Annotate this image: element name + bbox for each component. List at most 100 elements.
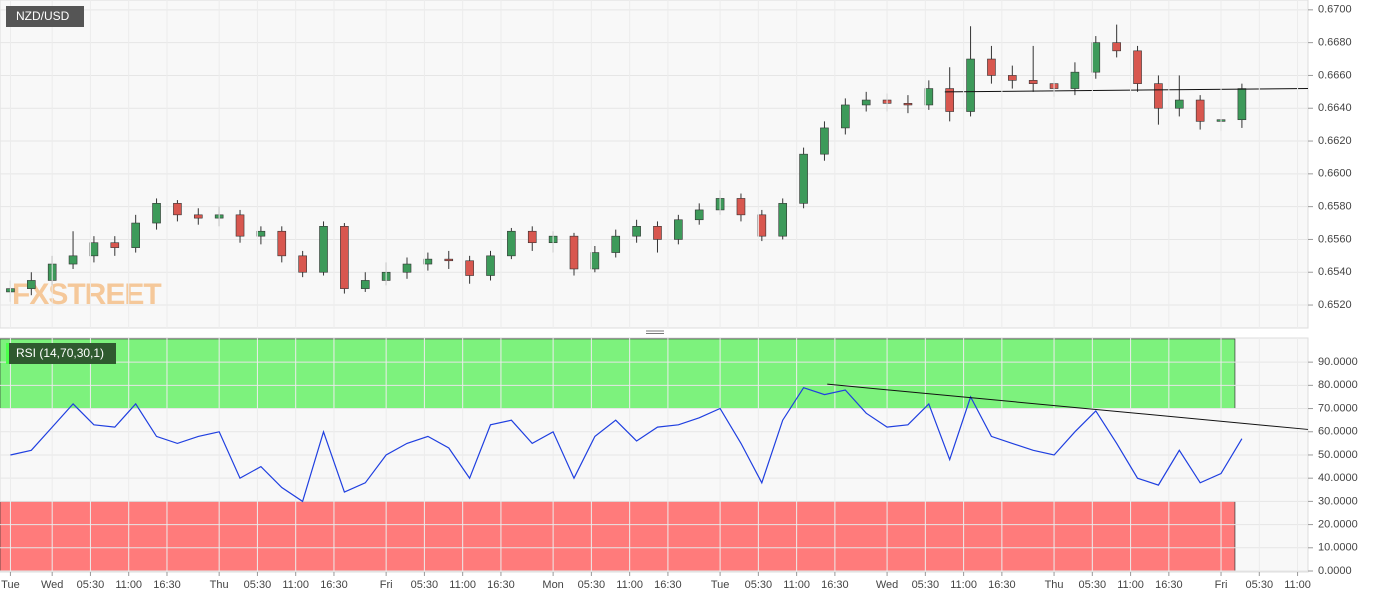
candle-body <box>277 230 287 257</box>
y-tick-label: 0.6600 <box>1318 168 1352 180</box>
x-tick-label: 05:30 <box>1246 579 1274 591</box>
y-tick-label: 0.6560 <box>1318 233 1352 245</box>
candle-body <box>1028 80 1038 84</box>
candle-body <box>590 252 600 270</box>
x-tick-label: 11:00 <box>115 579 142 591</box>
price-label: NZD/USD <box>6 6 84 27</box>
y-tick-label: 30.0000 <box>1318 495 1358 507</box>
x-tick-label: 05:30 <box>77 579 105 591</box>
candle-body <box>924 88 934 106</box>
candle-body <box>903 103 913 106</box>
candle-body <box>611 235 621 253</box>
zone-band <box>0 338 1236 409</box>
plot-layer: 0.6520 0.6540 0.6560 0.6580 0.6600 0.6620 0.66… <box>0 0 1358 591</box>
y-tick-label: 10.0000 <box>1318 542 1358 554</box>
price-panel <box>0 0 1309 329</box>
x-tick-label: 16:30 <box>1155 579 1183 591</box>
candle-body <box>1070 71 1080 89</box>
candle-body <box>319 226 328 273</box>
candle-body <box>360 280 370 289</box>
candle-body <box>1112 42 1121 52</box>
candle-body <box>778 203 788 237</box>
candle-body <box>486 255 495 276</box>
candle-body <box>527 230 537 244</box>
watermark: FXSTREET <box>12 278 161 311</box>
x-tick-label: 16:30 <box>821 579 849 591</box>
x-tick-label: 11:00 <box>282 579 309 591</box>
x-tick-label: Tue <box>711 579 730 591</box>
candle-body <box>632 226 641 237</box>
candle-body <box>193 214 203 219</box>
x-tick-label: 05:30 <box>1079 579 1107 591</box>
candle-body <box>131 222 140 248</box>
candle-body <box>27 280 36 289</box>
candle-body <box>89 242 99 257</box>
x-tick-label: 11:00 <box>1117 579 1144 591</box>
y-tick-label: 70.0000 <box>1318 402 1358 414</box>
x-tick-label: 16:30 <box>320 579 348 591</box>
y-tick-label: 50.0000 <box>1318 449 1358 461</box>
candle-body <box>402 263 412 273</box>
y-tick-label: 0.6640 <box>1318 102 1352 114</box>
y-tick-label: 0.0000 <box>1318 565 1352 577</box>
x-tick-label: Wed <box>876 579 898 591</box>
candle-body <box>966 58 975 112</box>
candle-body <box>444 258 454 262</box>
candle-body <box>1195 99 1205 122</box>
candle-body <box>945 88 954 112</box>
x-tick-label: 05:30 <box>745 579 773 591</box>
x-tick-label: 16:30 <box>153 579 181 591</box>
candle-body <box>1133 50 1142 84</box>
y-tick-label: 20.0000 <box>1318 518 1358 530</box>
x-tick-label: 05:30 <box>578 579 606 591</box>
candle-body <box>757 214 767 237</box>
rsi-label: RSI (14,70,30,1) <box>6 343 116 364</box>
x-tick-label: 11:00 <box>616 579 643 591</box>
x-tick-label: 16:30 <box>654 579 682 591</box>
candle-body <box>465 260 474 276</box>
zone-band <box>0 501 1236 572</box>
x-tick-label: Wed <box>41 579 63 591</box>
x-tick-label: 11:00 <box>783 579 810 591</box>
rsi-title: RSI (14,70,30,1) <box>16 346 104 360</box>
x-tick-label: 16:30 <box>988 579 1016 591</box>
candle-body <box>736 198 746 216</box>
x-tick-label: Thu <box>1045 579 1064 591</box>
candle-body <box>68 255 78 265</box>
x-tick-label: 11:00 <box>1284 579 1311 591</box>
y-tick-label: 80.0000 <box>1318 379 1358 391</box>
x-tick-label: Thu <box>210 579 229 591</box>
x-tick-label: Fri <box>380 579 393 591</box>
price-title: NZD/USD <box>16 9 70 23</box>
candle-body <box>694 209 704 221</box>
candle-body <box>1091 42 1101 73</box>
y-tick-label: 60.0000 <box>1318 426 1358 438</box>
candle-body <box>423 258 433 265</box>
rsi-line <box>10 386 1243 503</box>
x-tick-label: 16:30 <box>487 579 515 591</box>
y-tick-label: 0.6700 <box>1318 4 1352 16</box>
x-tick-label: Mon <box>542 579 563 591</box>
x-tick-label: 05:30 <box>411 579 439 591</box>
candle-body <box>1237 88 1247 121</box>
candle-body <box>256 230 266 237</box>
y-tick-label: 0.6580 <box>1318 201 1352 213</box>
candle-body <box>861 99 871 106</box>
candle-body <box>987 58 996 76</box>
x-tick-label: 05:30 <box>912 579 940 591</box>
y-tick-label: 0.6620 <box>1318 135 1352 147</box>
x-tick-label: Tue <box>1 579 20 591</box>
candle-body <box>799 153 808 204</box>
candle-body <box>1174 99 1184 109</box>
candle-body <box>1154 83 1163 109</box>
trend-line <box>827 383 1309 430</box>
x-tick-label: Fri <box>1215 579 1228 591</box>
candle-body <box>1008 75 1017 81</box>
candle-body <box>173 203 182 216</box>
x-tick-label: 11:00 <box>449 579 476 591</box>
y-tick-label: 40.0000 <box>1318 472 1358 484</box>
y-tick-label: 0.6680 <box>1318 37 1352 49</box>
candle-body <box>507 230 516 257</box>
candle-body <box>841 104 850 129</box>
